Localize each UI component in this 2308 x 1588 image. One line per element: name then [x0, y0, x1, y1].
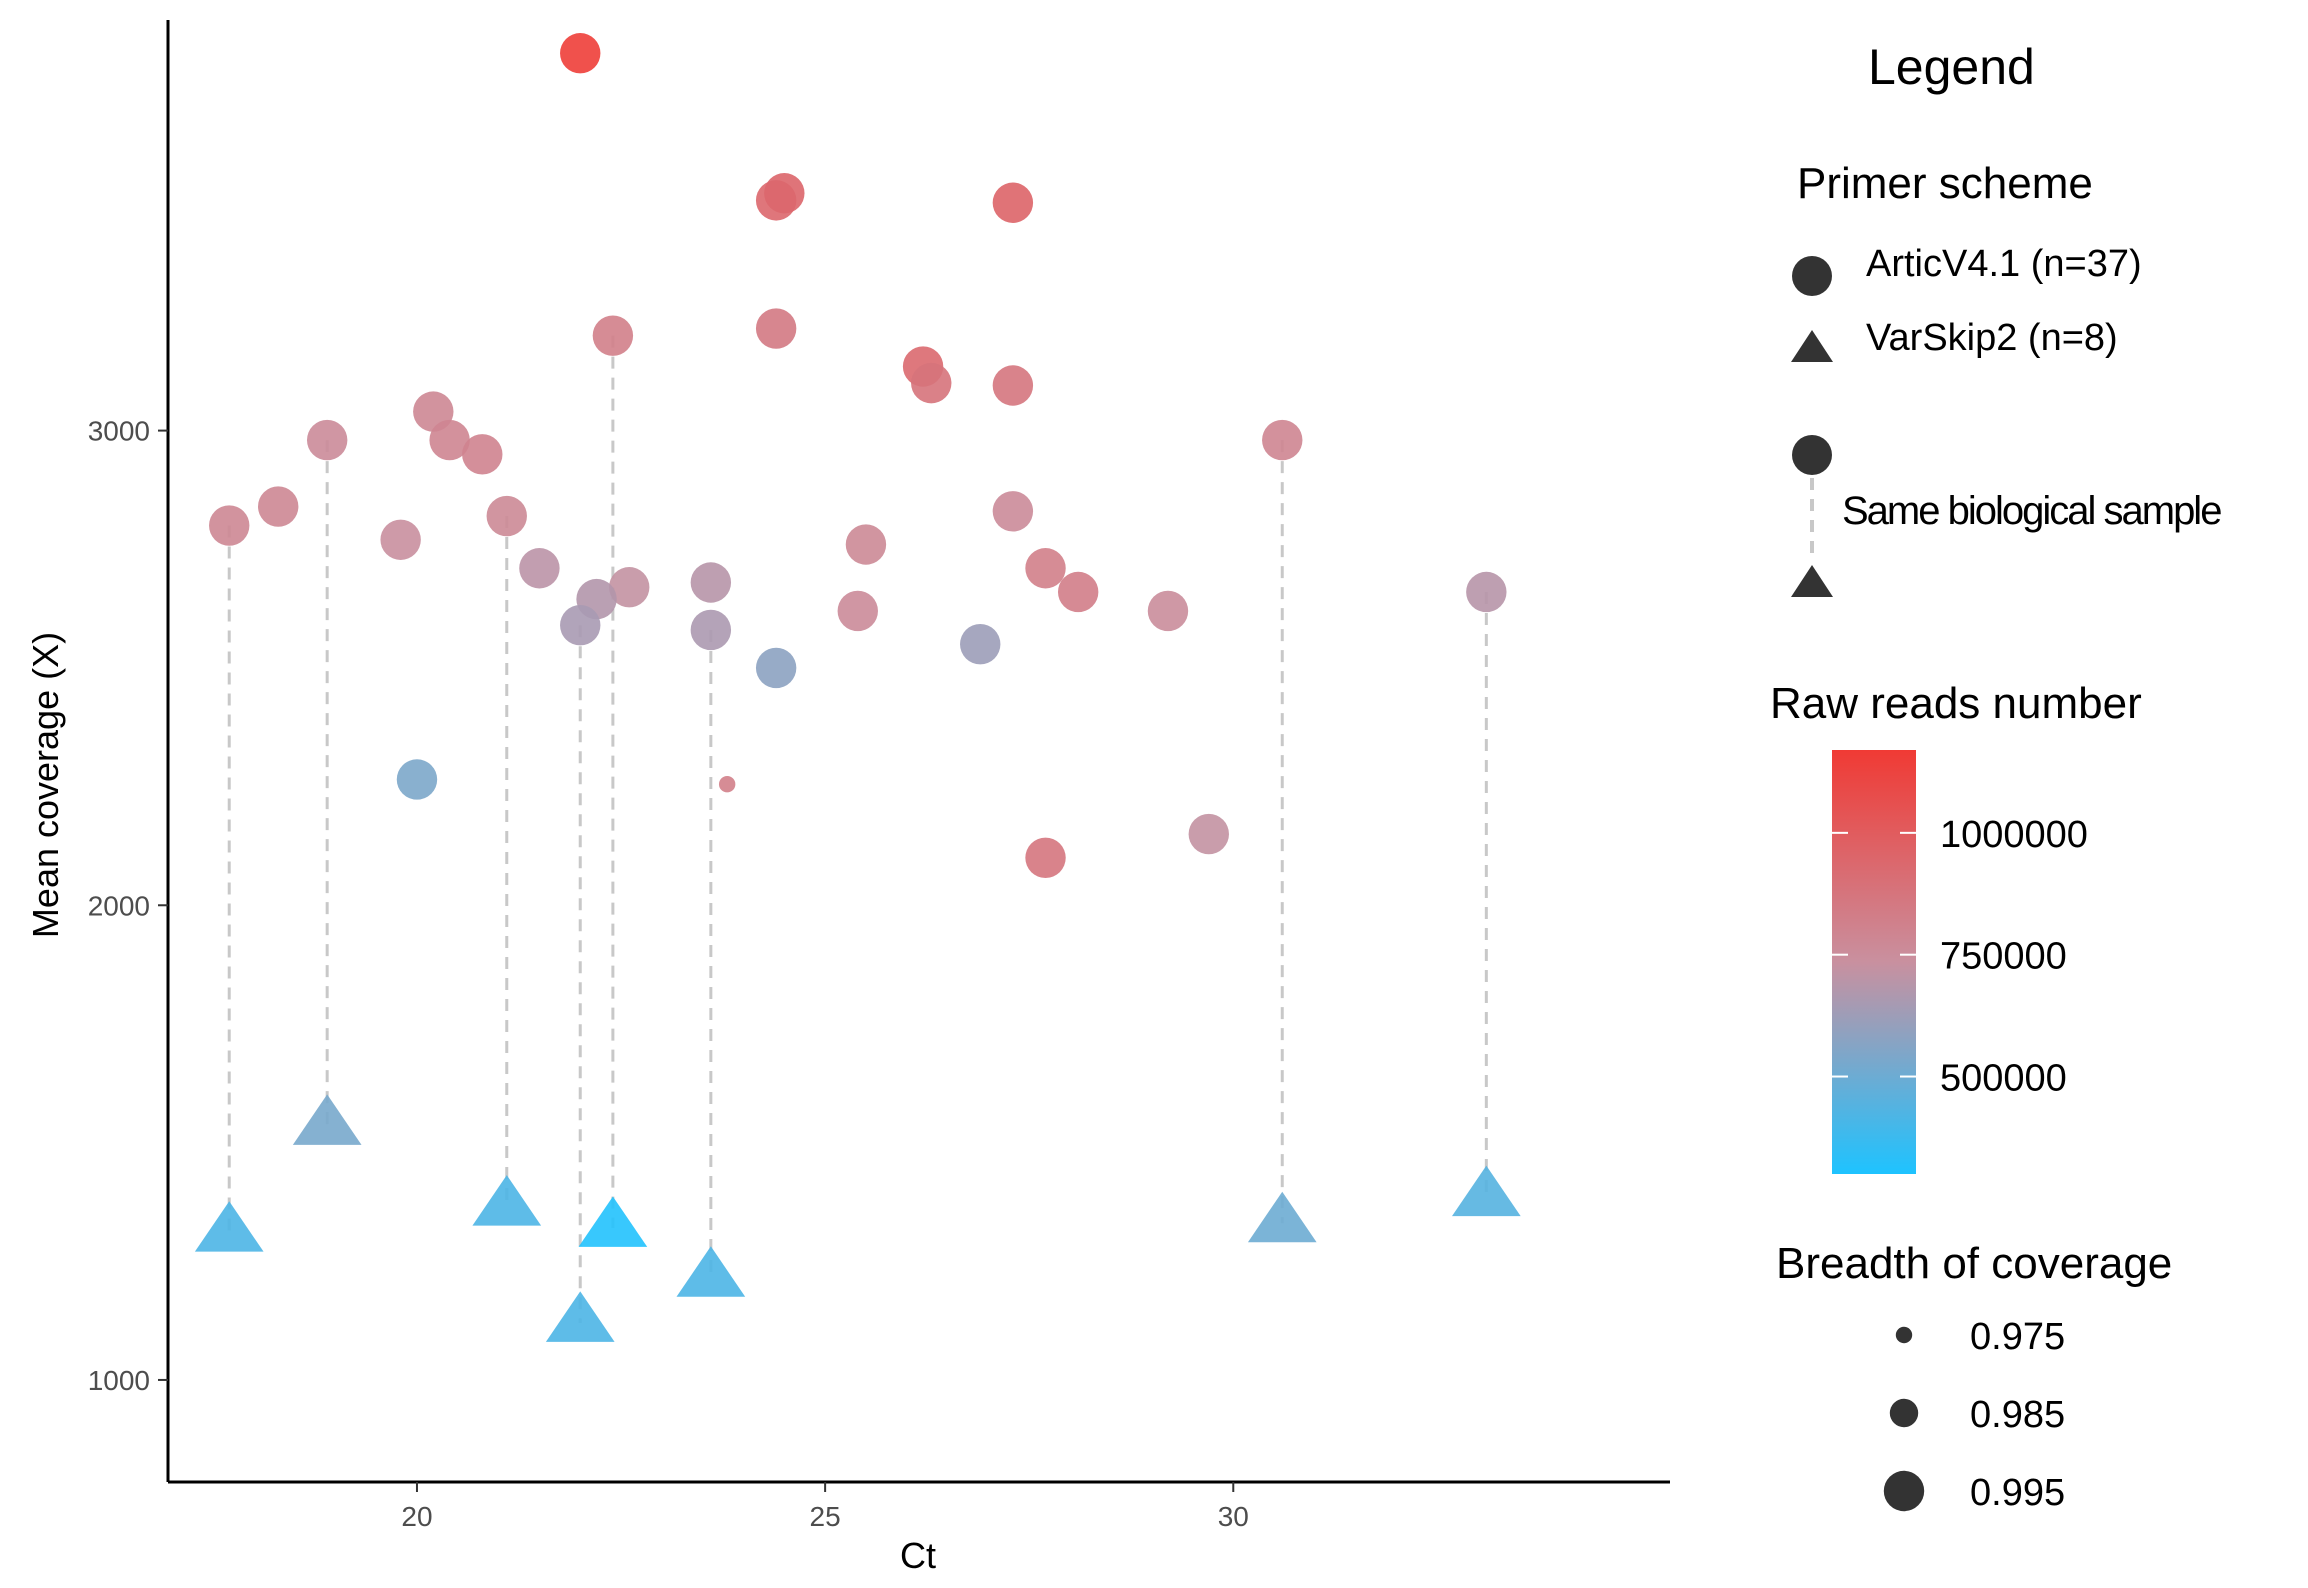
point-articv41 [429, 419, 470, 461]
point-articv41 [560, 33, 601, 74]
point-articv41 [462, 434, 503, 475]
point-varskip2 [545, 1291, 615, 1342]
y-ticks: 1000 2000 3000 [88, 416, 168, 1396]
point-articv41 [486, 495, 527, 537]
breadth-key-label: 0.985 [1970, 1394, 2065, 1436]
x-tick-label: 20 [401, 1501, 432, 1532]
breadth-legend-title: Breadth of coverage [1776, 1239, 2172, 1288]
breadth-legend-keys: 0.975 0.985 0.995 [1883, 1316, 2065, 1514]
legend-heading: Legend [1868, 39, 2035, 95]
point-articv41 [1188, 813, 1229, 855]
x-ticks: 20 25 30 [401, 1482, 1249, 1532]
point-articv41 [609, 567, 650, 608]
point-articv41 [992, 491, 1034, 532]
reads-tick-label: 1000000 [1940, 814, 2088, 856]
point-varskip2 [578, 1196, 648, 1247]
primer-legend-title: Primer scheme [1797, 159, 2093, 208]
point-articv41 [992, 365, 1034, 406]
points-layer [194, 33, 1521, 1342]
plot-panel: 1000 2000 3000 20 25 30 Ct Mean coverage (X) [25, 20, 1670, 1576]
reads-legend-title: Raw reads number [1770, 679, 2142, 728]
point-varskip2 [676, 1246, 746, 1297]
same-sample-triangle-key [1791, 565, 1833, 597]
point-articv41 [960, 623, 1001, 665]
legend: Legend Primer scheme ArticV4.1 (n=37) Va… [1770, 39, 2223, 1514]
pair-lines [227, 335, 1488, 1323]
point-articv41 [755, 180, 797, 221]
reads-tick-label: 500000 [1940, 1058, 2067, 1100]
x-tick-label: 30 [1218, 1501, 1249, 1532]
legend-circle-key [1792, 256, 1832, 296]
point-articv41 [718, 776, 736, 793]
point-articv41 [837, 590, 878, 632]
point-articv41 [560, 605, 601, 646]
reads-tick-label: 750000 [1940, 936, 2067, 978]
same-sample-label: Same biological sample [1842, 489, 2221, 533]
breadth-key-circle [1889, 1398, 1919, 1428]
point-varskip2 [292, 1094, 362, 1145]
legend-triangle-key [1791, 330, 1833, 362]
point-articv41 [1466, 571, 1507, 613]
point-articv41 [209, 505, 250, 546]
breadth-key-circle [1895, 1326, 1913, 1344]
point-articv41 [690, 562, 732, 603]
primer-label-articv41: ArticV4.1 (n=37) [1866, 243, 2142, 285]
point-articv41 [911, 362, 952, 404]
point-articv41 [519, 548, 560, 589]
point-varskip2 [1451, 1165, 1521, 1217]
point-articv41 [258, 486, 299, 527]
y-tick-label: 2000 [88, 890, 150, 921]
same-sample-circle-key [1792, 435, 1832, 475]
reads-colorbar-ticks: 1000000 750000 500000 [1832, 814, 2088, 1100]
x-axis-title: Ct [900, 1535, 936, 1576]
point-varskip2 [194, 1201, 264, 1252]
y-tick-label: 1000 [88, 1365, 150, 1396]
point-articv41 [845, 524, 887, 565]
y-tick-label: 3000 [88, 416, 150, 447]
point-varskip2 [472, 1175, 542, 1226]
point-articv41 [592, 315, 634, 356]
x-tick-label: 25 [810, 1501, 841, 1532]
breadth-key-label: 0.975 [1970, 1316, 2065, 1358]
reads-colorbar [1832, 750, 1916, 1174]
point-articv41 [1025, 548, 1066, 589]
point-articv41 [755, 647, 797, 689]
breadth-key-circle [1883, 1470, 1925, 1512]
y-axis-title: Mean coverage (X) [25, 632, 66, 938]
point-articv41 [1262, 419, 1303, 461]
point-articv41 [755, 308, 797, 349]
point-articv41 [992, 182, 1034, 223]
primer-label-varskip2: VarSkip2 (n=8) [1866, 317, 2118, 359]
point-articv41 [1025, 837, 1066, 879]
point-articv41 [380, 519, 421, 560]
point-articv41 [1147, 590, 1189, 632]
breadth-key-label: 0.995 [1970, 1472, 2065, 1514]
point-articv41 [396, 759, 438, 800]
point-articv41 [306, 419, 348, 461]
point-articv41 [690, 609, 732, 651]
point-articv41 [1057, 571, 1099, 613]
point-varskip2 [1247, 1191, 1317, 1243]
